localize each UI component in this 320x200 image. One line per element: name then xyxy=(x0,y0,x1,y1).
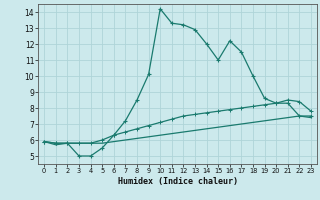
X-axis label: Humidex (Indice chaleur): Humidex (Indice chaleur) xyxy=(118,177,238,186)
